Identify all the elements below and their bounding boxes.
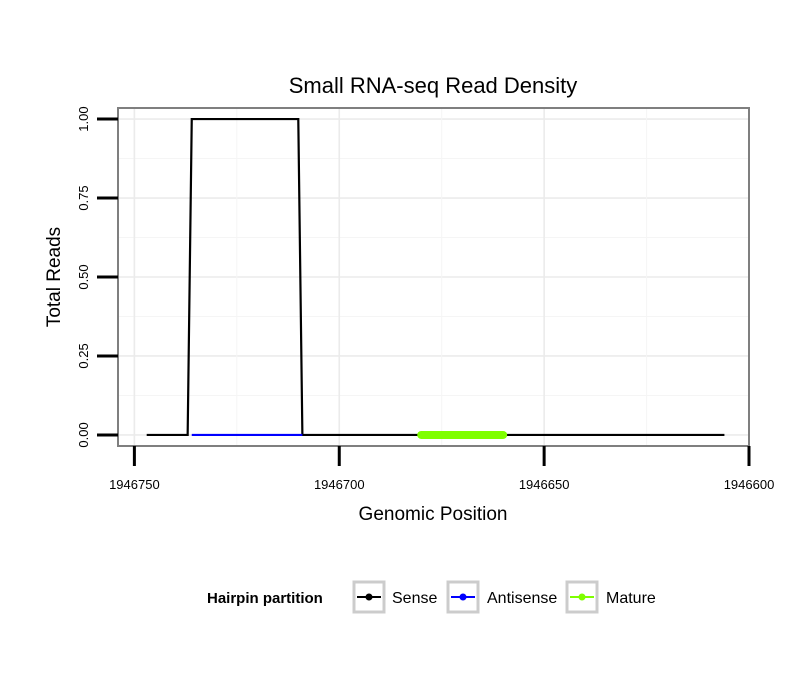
legend: Hairpin partition Sense Antisense Mature — [207, 580, 656, 614]
y-axis-label: Total Reads — [44, 227, 65, 327]
legend-label-antisense: Antisense — [487, 590, 557, 607]
x-tick-label: 1946700 — [314, 477, 365, 492]
legend-key-point-sense — [365, 593, 373, 601]
x-tick-label: 1946650 — [519, 477, 570, 492]
grid-lines — [118, 108, 750, 446]
legend-key-point-antisense — [459, 593, 467, 601]
legend-label-sense: Sense — [392, 590, 437, 607]
x-axis-label: Genomic Position — [359, 504, 508, 525]
y-tick-label: 0.00 — [76, 422, 91, 447]
legend-key-point-mature — [578, 593, 586, 601]
y-tick-label: 0.25 — [76, 343, 91, 368]
y-axis: 0.00 0.25 0.50 0.75 1.00 — [76, 106, 118, 448]
y-tick-label: 0.75 — [76, 185, 91, 210]
x-axis: 1946750 1946700 1946650 1946600 — [109, 446, 774, 492]
y-tick-label: 0.50 — [76, 264, 91, 289]
x-tick-label: 1946600 — [724, 477, 775, 492]
series-line-sense — [146, 117, 725, 437]
x-tick-label: 1946750 — [109, 477, 160, 492]
legend-title: Hairpin partition — [207, 590, 323, 607]
y-tick-label: 1.00 — [76, 106, 91, 131]
series-layer — [146, 117, 725, 439]
chart-title: Small RNA-seq Read Density — [289, 73, 578, 98]
legend-label-mature: Mature — [606, 590, 656, 607]
